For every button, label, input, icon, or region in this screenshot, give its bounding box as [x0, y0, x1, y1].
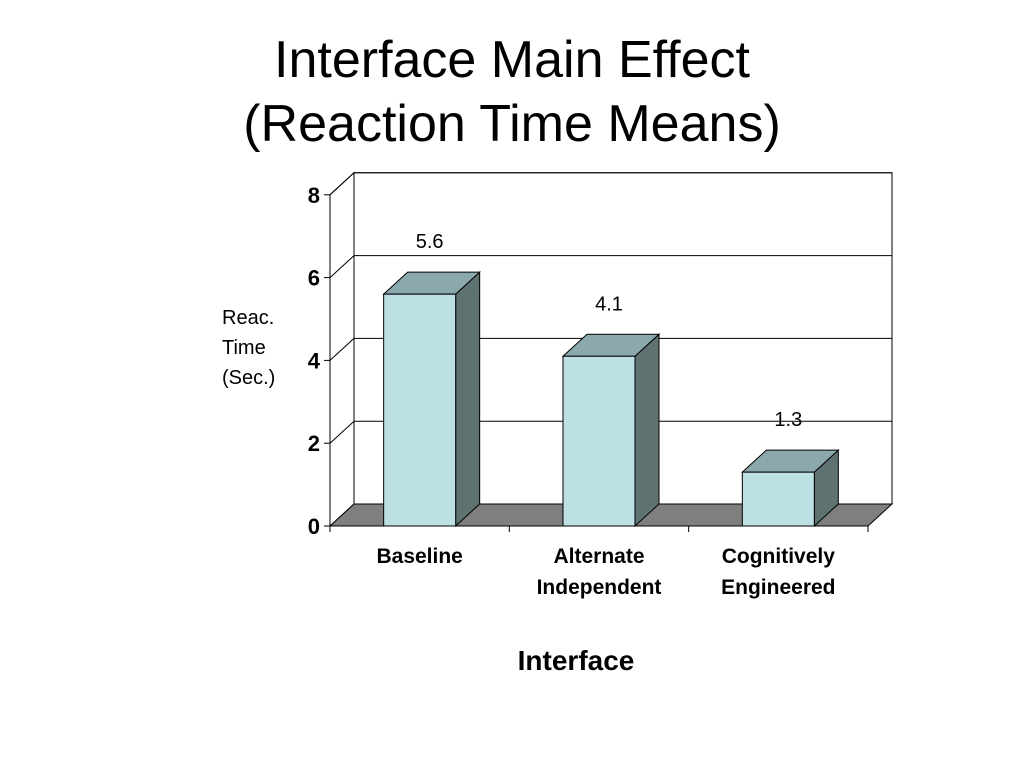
gridline: [329, 172, 892, 196]
bar: [382, 271, 481, 528]
y-tick-label: 6: [308, 266, 320, 291]
data-label: 1.3: [774, 409, 802, 431]
y-axis-title: Reac. Time (Sec.): [222, 307, 275, 389]
y-tick-label: 0: [308, 514, 320, 539]
bar-front: [741, 471, 815, 527]
data-label: 4.1: [595, 293, 623, 315]
x-tick-label-line: Alternate: [553, 545, 644, 568]
x-tick-label-line: Independent: [537, 576, 662, 599]
y-axis-title-line: (Sec.): [222, 367, 275, 389]
x-tick-label-line: Cognitively: [722, 545, 836, 568]
data-label: 5.6: [416, 231, 444, 253]
slide-title-line-2: (Reaction Time Means): [243, 95, 781, 153]
gridline: [329, 255, 892, 278]
bar-front: [383, 293, 457, 527]
slide-title: Interface Main Effect (Reaction Time Mea…: [0, 28, 1024, 156]
bar-side: [455, 271, 481, 528]
x-tick-label: Alternate Independent: [537, 545, 662, 599]
y-tick-label: 2: [308, 431, 320, 456]
y-tick-label: 8: [308, 183, 320, 208]
x-axis-title: Interface: [518, 645, 635, 676]
bar-side: [634, 333, 660, 528]
bars: [382, 271, 840, 528]
axes: 0 2 4 6 8: [308, 183, 869, 539]
bar: [561, 333, 661, 528]
bar: [741, 449, 840, 528]
text-labels: 5.6 Baseline 4.1 Alternate Independent 1.3 Cog…: [222, 231, 836, 676]
x-tick-label: Cognitively Engineered: [721, 545, 835, 599]
gridline: [329, 420, 892, 444]
x-tick-label: Baseline: [376, 545, 462, 568]
x-tick-label-line: Baseline: [376, 545, 462, 568]
y-axis-title-line: Reac.: [222, 307, 274, 329]
gridlines: [329, 172, 892, 444]
y-tick-label: 4: [308, 348, 321, 373]
gridline: [329, 337, 892, 361]
slide-title-line-1: Interface Main Effect: [274, 31, 750, 89]
x-tick-label-line: Engineered: [721, 576, 835, 599]
y-axis-title-line: Time: [222, 337, 266, 359]
bar-front: [562, 355, 636, 527]
